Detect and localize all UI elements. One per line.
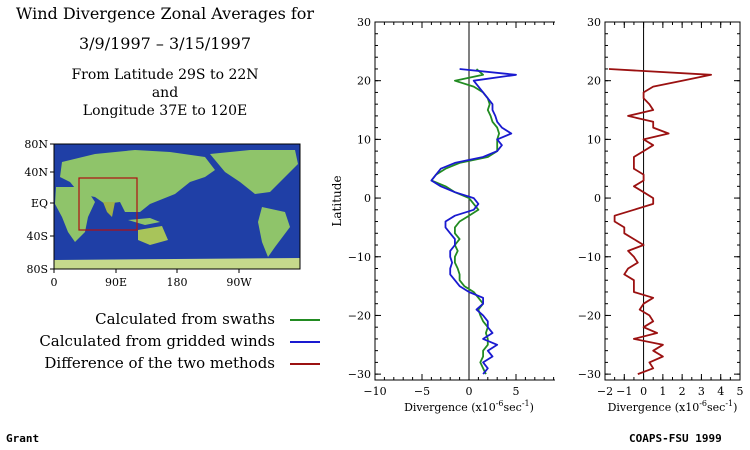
x-axis-label-text: Divergence (x10 [404, 401, 496, 414]
xtick-label: 5 [513, 385, 520, 398]
ytick-label: −20 [348, 309, 371, 322]
x-axis-label: Divergence (x10-6sec-1) [404, 399, 534, 414]
ytick-label: 0 [364, 192, 371, 205]
y-axis-label: Latitude [330, 175, 344, 226]
x-axis-label-close: ) [530, 401, 534, 414]
organization-credit: COAPS-FSU 1999 [629, 432, 722, 445]
xtick-label: 3 [698, 385, 705, 398]
legend-swatch-swaths [290, 319, 320, 321]
ytick-label: −20 [578, 309, 601, 322]
latitude-range: From Latitude 29S to 22N [71, 67, 259, 83]
legend-difference: Difference of the two methods [0, 354, 325, 374]
land-north-america [210, 150, 298, 194]
land-south-america [258, 207, 290, 257]
x-axis-label-unit: sec [504, 401, 522, 414]
land-antarctica [54, 258, 300, 269]
legend-label: Calculated from swaths [95, 310, 275, 328]
xtick-label: −2 [597, 385, 613, 398]
x-axis-label-exponent: -1 [522, 399, 530, 408]
legend-swatch-difference [290, 363, 320, 365]
map-ytick-label: 40S [26, 230, 48, 243]
map-xtick-label: 0 [51, 276, 58, 289]
series-line [430, 68, 517, 375]
date-range: 3/9/1997 – 3/15/1997 [78, 34, 252, 53]
xtick-label: 2 [679, 385, 686, 398]
x-axis-label-exponent: -6 [496, 399, 504, 408]
xtick-label: 0 [640, 385, 647, 398]
map-ytick-label: EQ [31, 197, 48, 210]
legend-swaths: Calculated from swaths [0, 310, 325, 330]
chart-title: Wind Divergence Zonal Averages for [15, 4, 315, 23]
ytick-label: −10 [348, 251, 371, 264]
land-australia [138, 226, 168, 245]
map-xtick-label: 180 [167, 276, 188, 289]
legend-gridded: Calculated from gridded winds [0, 332, 325, 352]
ytick-label: 10 [357, 133, 371, 146]
longitude-range: Longitude 37E to 120E [82, 103, 248, 119]
ytick-label: 10 [587, 133, 601, 146]
x-axis-label-exponent: -6 [699, 399, 707, 408]
ytick-label: 30 [357, 16, 371, 29]
xtick-label: 0 [466, 385, 473, 398]
xtick-label: −5 [414, 385, 430, 398]
map-ytick-label: 40N [24, 166, 48, 179]
ytick-label: −10 [578, 251, 601, 264]
x-axis-label: Divergence (x10-6sec-1) [608, 399, 738, 414]
map-xtick-label: 90E [105, 276, 127, 289]
map-ytick-label: 80S [26, 263, 48, 276]
x-axis-label-unit: sec [707, 401, 725, 414]
map-xtick-label: 90W [226, 276, 252, 289]
xtick-label: −1 [616, 385, 632, 398]
xtick-label: 1 [659, 385, 666, 398]
region-box [78, 177, 138, 231]
ytick-label: 30 [587, 16, 601, 29]
region-description: From Latitude 29S to 22N and Longitude 3… [0, 66, 330, 120]
ytick-label: 0 [594, 192, 601, 205]
series-line [608, 68, 713, 375]
legend-label: Calculated from gridded winds [39, 332, 275, 350]
and-label: and [151, 85, 179, 101]
x-axis-label-exponent: -1 [725, 399, 733, 408]
plot-frame [374, 21, 555, 381]
map-ytick-label: 80N [24, 138, 48, 151]
series-line [430, 68, 501, 375]
legend-label: Difference of the two methods [44, 354, 275, 372]
author-credit: Grant [6, 432, 40, 445]
ytick-label: −30 [578, 368, 601, 381]
xtick-label: 4 [717, 385, 724, 398]
ytick-label: −30 [348, 368, 371, 381]
x-axis-label-close: ) [733, 401, 737, 414]
x-axis-label-text: Divergence (x10 [608, 401, 700, 414]
world-map: 80N 40N EQ 40S 80S 0 90E 180 90W [24, 138, 301, 289]
plot-frame [604, 21, 741, 381]
ytick-label: 20 [587, 75, 601, 88]
land-indonesia [128, 218, 160, 225]
ytick-label: 20 [357, 75, 371, 88]
legend-swatch-gridded [290, 341, 320, 343]
land-africa [55, 187, 95, 242]
land-india [103, 202, 115, 217]
xtick-label: 5 [737, 385, 744, 398]
xtick-label: −10 [363, 385, 386, 398]
